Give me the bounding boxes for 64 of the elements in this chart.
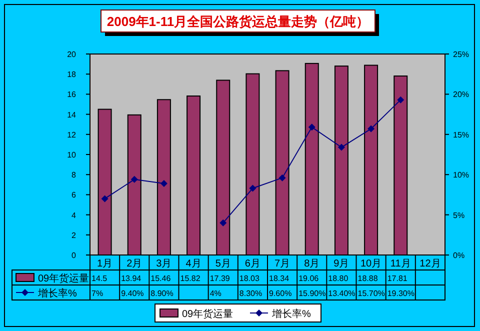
- data-label: 19.06: [298, 274, 320, 283]
- y-tick-label: 20: [67, 50, 77, 59]
- y2-tick-label: 20%: [453, 90, 470, 100]
- y-tick-label: 6: [72, 190, 77, 200]
- x-tick-label: 11月: [390, 258, 411, 270]
- data-label: 17.39: [210, 274, 230, 283]
- point: [249, 184, 256, 192]
- y2-tick-label: 10%: [453, 170, 470, 180]
- data-label: 15.46: [150, 274, 172, 283]
- x-tick-label: 9月: [334, 258, 350, 270]
- y2-tick-label: 0%: [453, 251, 465, 260]
- data-label: 13.94: [121, 274, 142, 283]
- x-tick-label: 8月: [304, 258, 320, 270]
- y-tick-label: 14: [67, 110, 77, 120]
- legend-label: 增长率%: [37, 288, 77, 300]
- point: [101, 195, 108, 202]
- y-tick-label: 0: [72, 251, 77, 260]
- point: [220, 219, 227, 226]
- y2-tick-label: 5%: [453, 210, 465, 220]
- y-tick-label: 2: [72, 230, 77, 240]
- data-label: 9.60%: [269, 289, 292, 298]
- y-tick-label: 8: [72, 170, 77, 180]
- data-label: 19.30%: [387, 289, 414, 298]
- legend: 09年货运量 增长率%: [154, 304, 322, 322]
- data-label: 9.40%: [121, 289, 144, 298]
- point: [278, 174, 286, 182]
- data-label: 8.90%: [150, 289, 174, 298]
- point: [368, 125, 375, 132]
- x-tick-label: 1月: [97, 258, 113, 270]
- x-tick-label: 4月: [186, 258, 202, 270]
- chart-title: 2009年1-11月全国公路货运总量走势（亿吨）: [106, 14, 370, 29]
- data-label: 15.82: [180, 274, 201, 283]
- data-label: 15.90%: [298, 289, 326, 298]
- x-tick-label: 10月: [360, 258, 382, 270]
- x-tick-label: 5月: [215, 258, 231, 270]
- data-label: 18.80: [328, 274, 349, 283]
- legend-label: 09年货运量: [38, 272, 90, 284]
- point: [338, 144, 345, 151]
- point: [130, 176, 138, 183]
- y-tick-label: 18: [67, 70, 77, 80]
- y2-tick-label: 25%: [453, 50, 470, 59]
- y-tick-label: 4: [72, 210, 77, 220]
- y-tick-label: 10: [67, 150, 77, 160]
- x-tick-label: 3月: [156, 258, 172, 270]
- y2-tick-label: 15%: [453, 130, 470, 140]
- x-tick-label: 7月: [274, 258, 290, 270]
- data-label: 13.40%: [328, 289, 356, 298]
- data-label: 18.03: [239, 274, 260, 283]
- data-label: 4%: [210, 289, 222, 298]
- point: [160, 180, 168, 187]
- data-label: 18.88: [358, 274, 378, 283]
- data-label: 18.34: [269, 274, 290, 283]
- data-label: 15.70%: [358, 289, 385, 298]
- y-tick-label: 12: [67, 130, 77, 140]
- x-tick-label: 12月: [420, 258, 441, 270]
- data-label: 7%: [92, 289, 104, 298]
- data-label: 14.5: [92, 274, 108, 283]
- point: [308, 124, 316, 131]
- x-tick-label: 2月: [126, 258, 142, 270]
- point: [397, 96, 404, 104]
- data-label: 17.81: [387, 274, 408, 283]
- data-label: 8.30%: [239, 289, 262, 298]
- x-tick-label: 6月: [244, 258, 260, 270]
- y-tick-label: 16: [67, 90, 77, 100]
